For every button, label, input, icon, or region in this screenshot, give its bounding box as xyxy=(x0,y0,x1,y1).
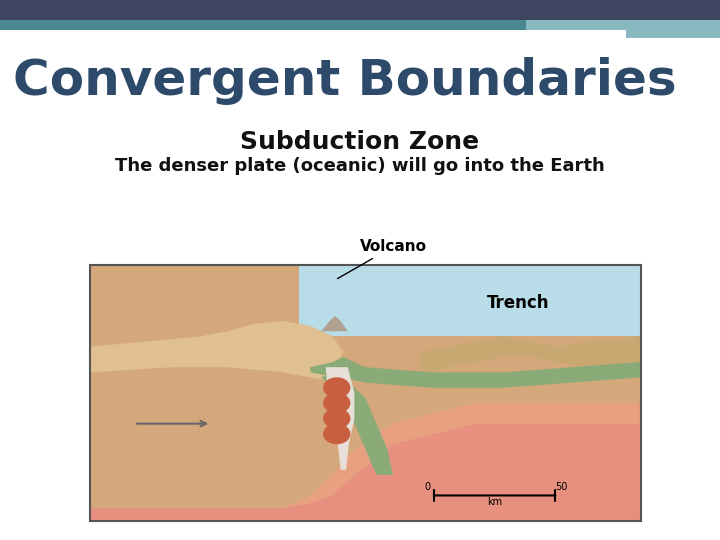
Circle shape xyxy=(324,409,350,428)
Text: Trench: Trench xyxy=(487,294,549,312)
Circle shape xyxy=(324,424,350,444)
Text: 50: 50 xyxy=(556,482,568,492)
Polygon shape xyxy=(300,265,641,336)
Text: The denser plate (oceanic) will go into the Earth: The denser plate (oceanic) will go into … xyxy=(115,157,605,174)
Polygon shape xyxy=(321,373,393,475)
Polygon shape xyxy=(420,336,641,377)
Polygon shape xyxy=(321,316,348,332)
Circle shape xyxy=(324,378,350,397)
Bar xyxy=(0,0,720,20)
Polygon shape xyxy=(90,403,641,508)
Polygon shape xyxy=(90,423,641,521)
Bar xyxy=(90,265,641,521)
Polygon shape xyxy=(310,357,641,388)
Text: Volcano: Volcano xyxy=(338,239,426,279)
Bar xyxy=(90,265,641,521)
Text: Convergent Boundaries: Convergent Boundaries xyxy=(13,57,677,105)
Bar xyxy=(626,30,720,38)
Bar xyxy=(526,20,720,30)
Text: 0: 0 xyxy=(425,482,431,492)
Text: Subduction Zone: Subduction Zone xyxy=(240,130,480,153)
Polygon shape xyxy=(325,367,354,470)
Polygon shape xyxy=(90,321,343,380)
Text: km: km xyxy=(487,497,503,507)
Bar xyxy=(0,20,526,30)
Polygon shape xyxy=(90,321,343,398)
Circle shape xyxy=(324,393,350,413)
